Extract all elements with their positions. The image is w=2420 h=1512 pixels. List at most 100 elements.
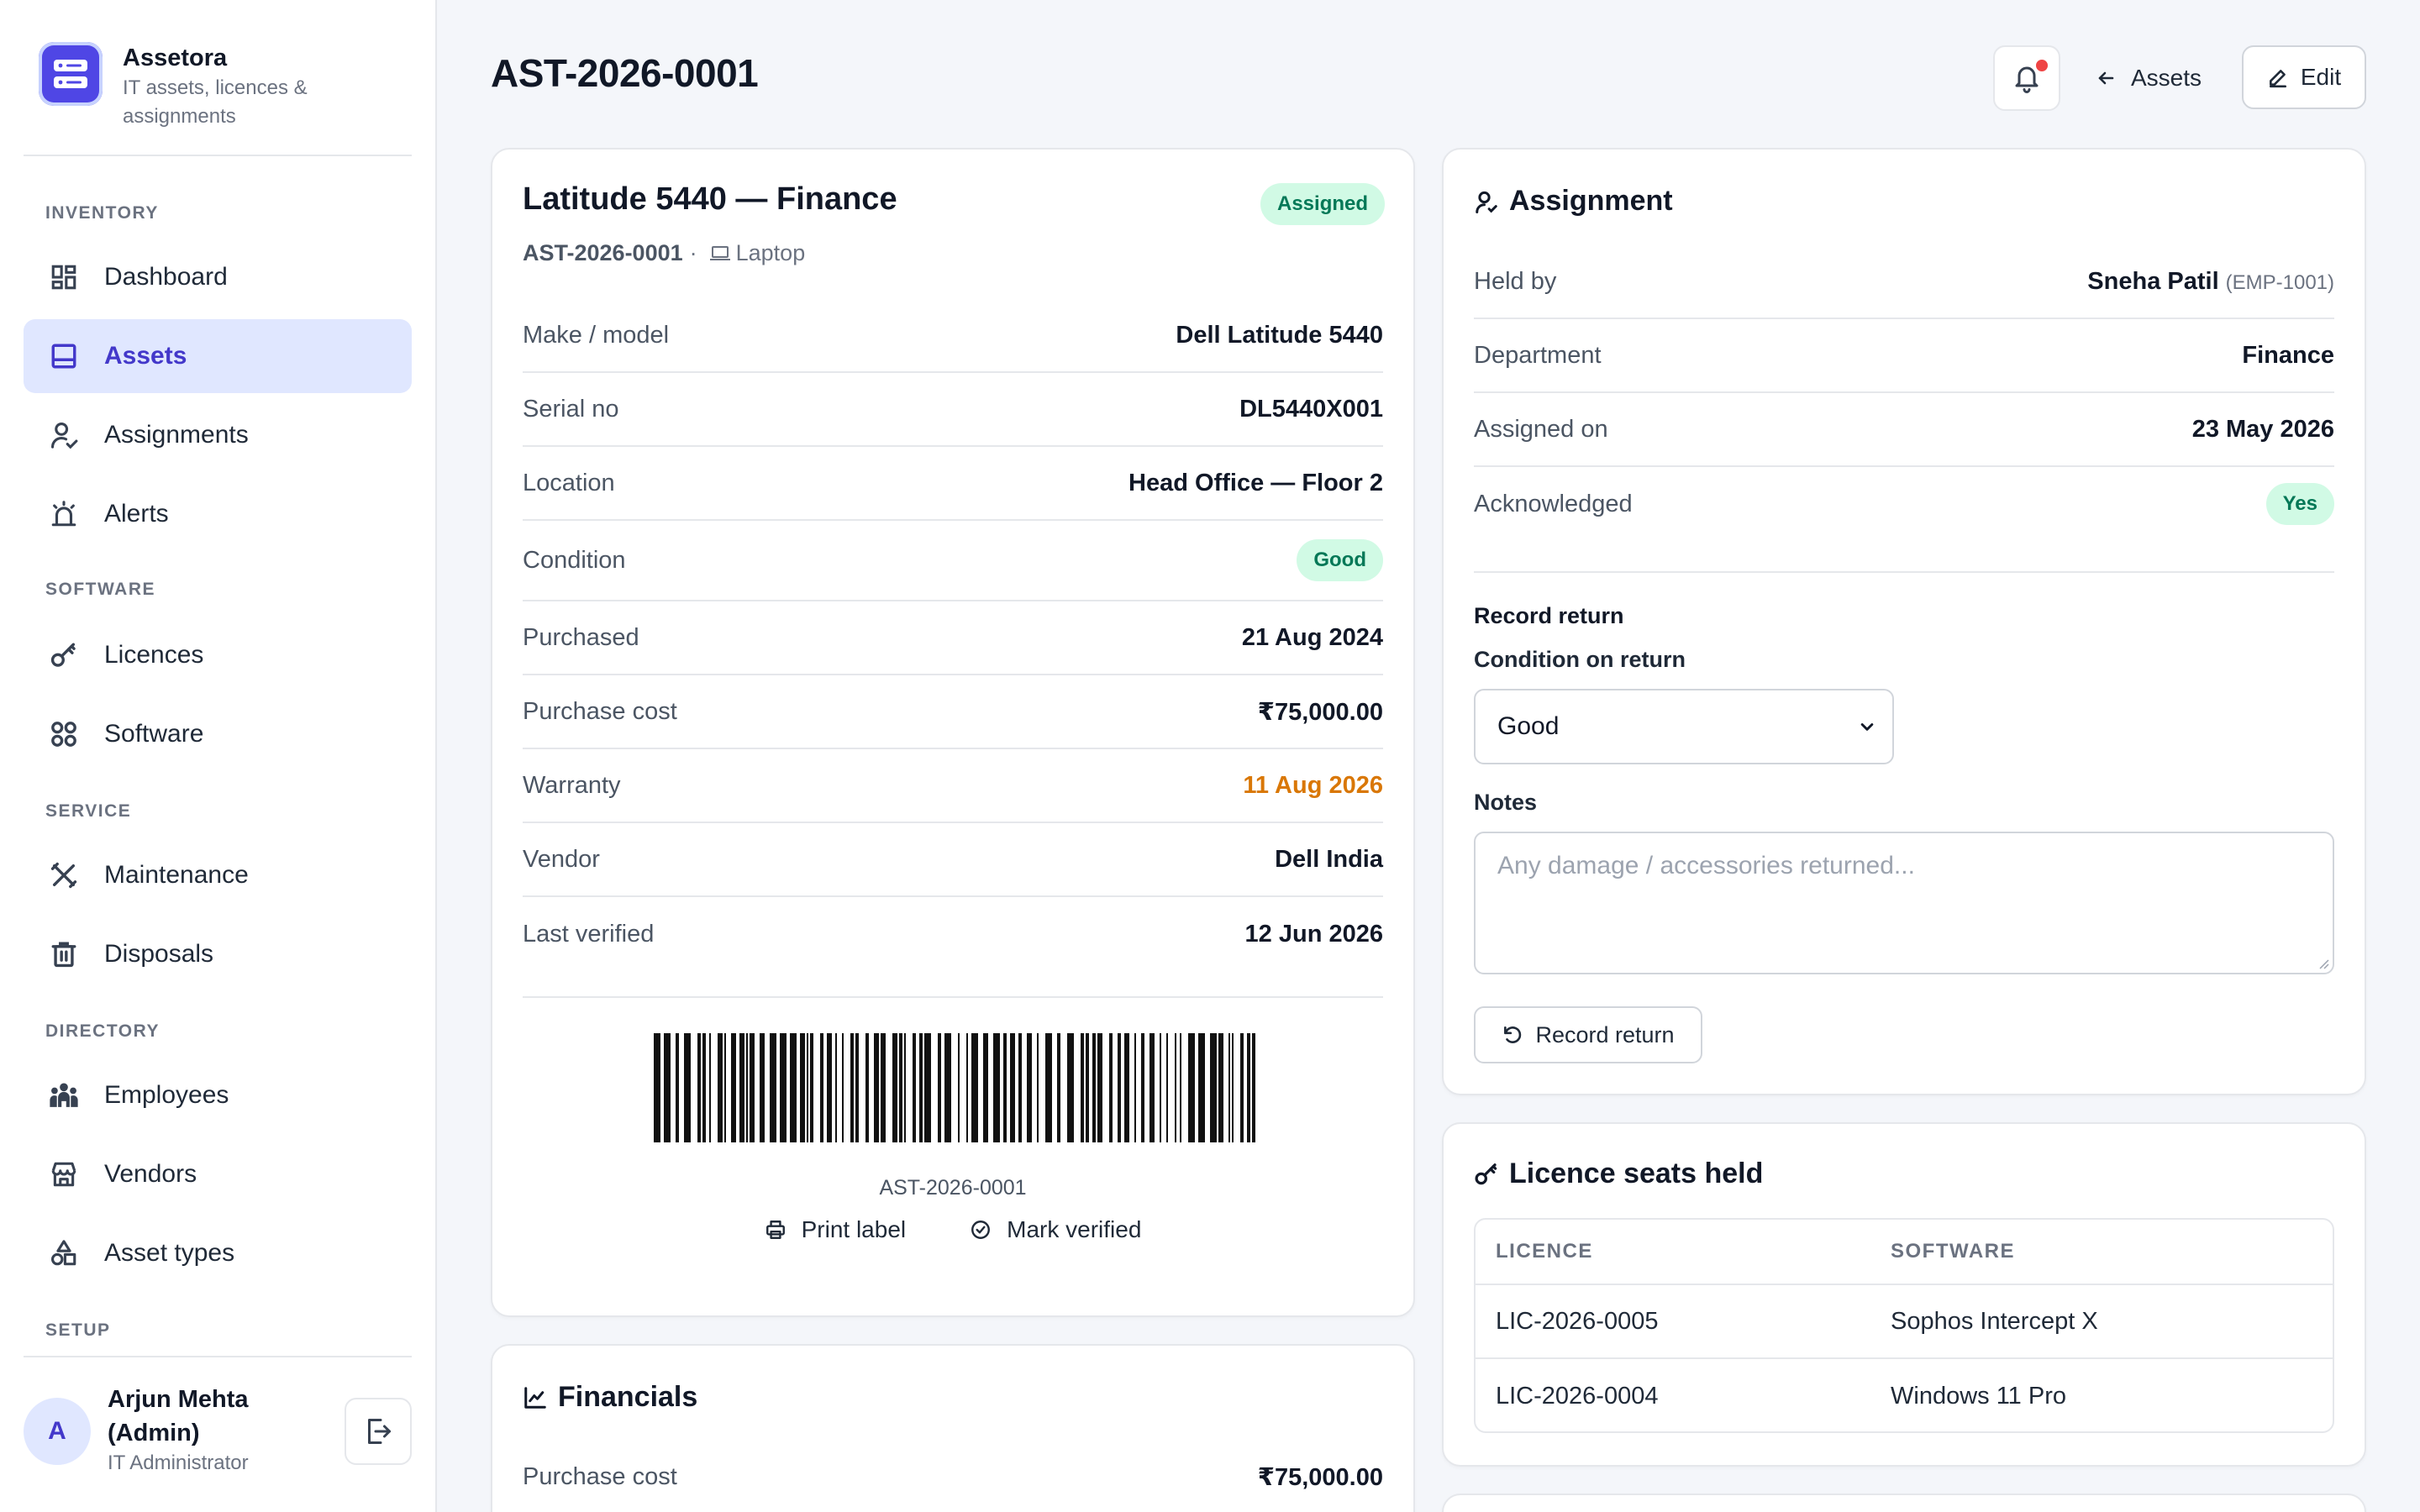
condition-on-return-select[interactable]: Good [1474,689,1894,764]
barcode-bar [739,1033,744,1142]
bell-icon [2012,62,2042,94]
barcode-bar [1124,1033,1129,1142]
sidebar-item-assets[interactable]: Assets [24,319,412,393]
barcode-bar [746,1033,748,1142]
edit-button[interactable]: Edit [2242,45,2366,109]
barcode [654,1033,1255,1142]
sidebar-item-dashboard[interactable]: Dashboard [24,240,412,314]
user-role: IT Administrator [108,1452,249,1474]
shapes-icon [47,1236,81,1270]
asset-type: Laptop [735,240,806,265]
barcode-bar [904,1033,906,1142]
mark-verified-button[interactable]: Mark verified [970,1216,1141,1243]
assignment-heading: Assignment [1474,185,1673,218]
barcode-bar [1134,1033,1136,1142]
asset-details-card: Latitude 5440 — Finance Assigned AST-202… [491,148,1415,1317]
printer-icon [765,1219,786,1241]
barcode-bar [971,1033,978,1142]
sidebar-item-software[interactable]: Software [24,697,412,771]
sidebar-item-maintenance[interactable]: Maintenance [24,838,412,912]
avatar[interactable]: A [24,1398,91,1465]
barcode-bar [1118,1033,1121,1142]
barcode-bar [702,1033,706,1142]
acknowledged-badge: Yes [2265,483,2334,525]
brand[interactable]: Assetora IT assets, licences & assignmen… [39,42,341,131]
barcode-bar [881,1033,886,1142]
barcode-bar [1160,1033,1161,1142]
barcode-bar [654,1033,660,1142]
print-label-button[interactable]: Print label [765,1216,906,1243]
barcode-bar [731,1033,736,1142]
sidebar-item-vendors[interactable]: Vendors [24,1137,412,1211]
back-link-label: Assets [2131,65,2202,91]
sidebar-item-asset-types[interactable]: Asset types [24,1216,412,1290]
sidebar-item-label: Dashboard [104,263,228,291]
barcode-bar [1092,1033,1096,1142]
back-to-assets-link[interactable]: Assets [2096,57,2202,99]
nav-section-service: SERVICE [45,801,132,821]
assignment-card: Assignment Held by Sneha Patil (EMP-1001)… [1442,148,2366,1095]
barcode-bar [1018,1033,1022,1142]
sidebar-item-label: Assets [104,342,187,370]
divider [1474,571,2334,573]
barcode-bar [855,1033,859,1142]
detail-row-warranty: Warranty 11 Aug 2026 [523,749,1383,823]
logout-button[interactable] [345,1398,412,1465]
barcode-bar [993,1033,1000,1142]
resize-handle-icon[interactable] [2316,956,2329,969]
sidebar-item-assignments[interactable]: Assignments [24,398,412,472]
sidebar-item-alerts[interactable]: Alerts [24,477,412,551]
holder-employee-id: (EMP-1001) [2225,270,2334,294]
barcode-bar [1141,1033,1144,1142]
column-header-software: SOFTWARE [1891,1240,2015,1263]
store-icon [47,1158,81,1191]
barcode-bar [1003,1033,1007,1142]
edit-button-label: Edit [2300,64,2342,90]
financials-card: Financials Purchase cost ₹75,000.00 [491,1344,1415,1512]
barcode-text: AST-2026-0001 [879,1176,1027,1200]
sidebar-item-employees[interactable]: Employees [24,1058,412,1132]
barcode-bar [676,1033,679,1142]
barcode-bar [1247,1033,1250,1142]
pencil-icon [2267,66,2289,88]
sidebar-item-licences[interactable]: Licences [24,618,412,692]
key-icon [1474,1162,1499,1187]
assignment-row-assigned-on: Assigned on 23 May 2026 [1474,393,2334,467]
sidebar-item-disposals[interactable]: Disposals [24,917,412,991]
arrow-left-icon [2096,68,2116,88]
table-row[interactable]: LIC-2026-0004 Windows 11 Pro [1496,1382,2066,1410]
sidebar-item-label: Asset types [104,1239,235,1267]
sidebar-item-label: Alerts [104,500,169,528]
licence-table: LICENCE SOFTWARE LIC-2026-0005 Sophos In… [1474,1218,2334,1433]
barcode-bar [820,1033,823,1142]
notes-placeholder: Any damage / accessories returned... [1497,852,1915,879]
detail-row-serial: Serial no DL5440X001 [523,373,1383,447]
holder-name[interactable]: Sneha Patil [2087,267,2219,295]
barcode-bar [874,1033,879,1142]
asset-subtitle: AST-2026-0001 · Laptop [523,240,806,265]
assignment-row-held-by: Held by Sneha Patil (EMP-1001) [1474,245,2334,319]
status-badge: Assigned [1260,183,1386,225]
notes-textarea[interactable]: Any damage / accessories returned... [1474,832,2334,974]
notifications-button[interactable] [1993,45,2060,111]
user-name: Arjun Mehta (Admin) [108,1386,249,1446]
detail-row-condition: Condition Good [523,521,1383,601]
barcode-bar [919,1033,923,1142]
barcode-bar [865,1033,869,1142]
barcode-bar [958,1033,960,1142]
record-return-button[interactable]: Record return [1474,1006,1702,1063]
barcode-bar [1252,1033,1255,1142]
licence-seats-card: Licence seats held LICENCE SOFTWARE LIC-… [1442,1122,2366,1467]
barcode-bar [842,1033,844,1142]
barcode-bar [1109,1033,1113,1142]
barcode-bar [1037,1033,1039,1142]
detail-row-location: Location Head Office — Floor 2 [523,447,1383,521]
app-name: Assetora [123,45,228,71]
financials-heading: Financials [523,1381,697,1414]
siren-icon [47,497,81,531]
barcode-bar [924,1033,931,1142]
barcode-bar [750,1033,755,1142]
barcode-bar [770,1033,776,1142]
detail-row-cost: Purchase cost ₹75,000.00 [523,675,1383,749]
table-row[interactable]: LIC-2026-0005 Sophos Intercept X [1476,1285,2333,1359]
